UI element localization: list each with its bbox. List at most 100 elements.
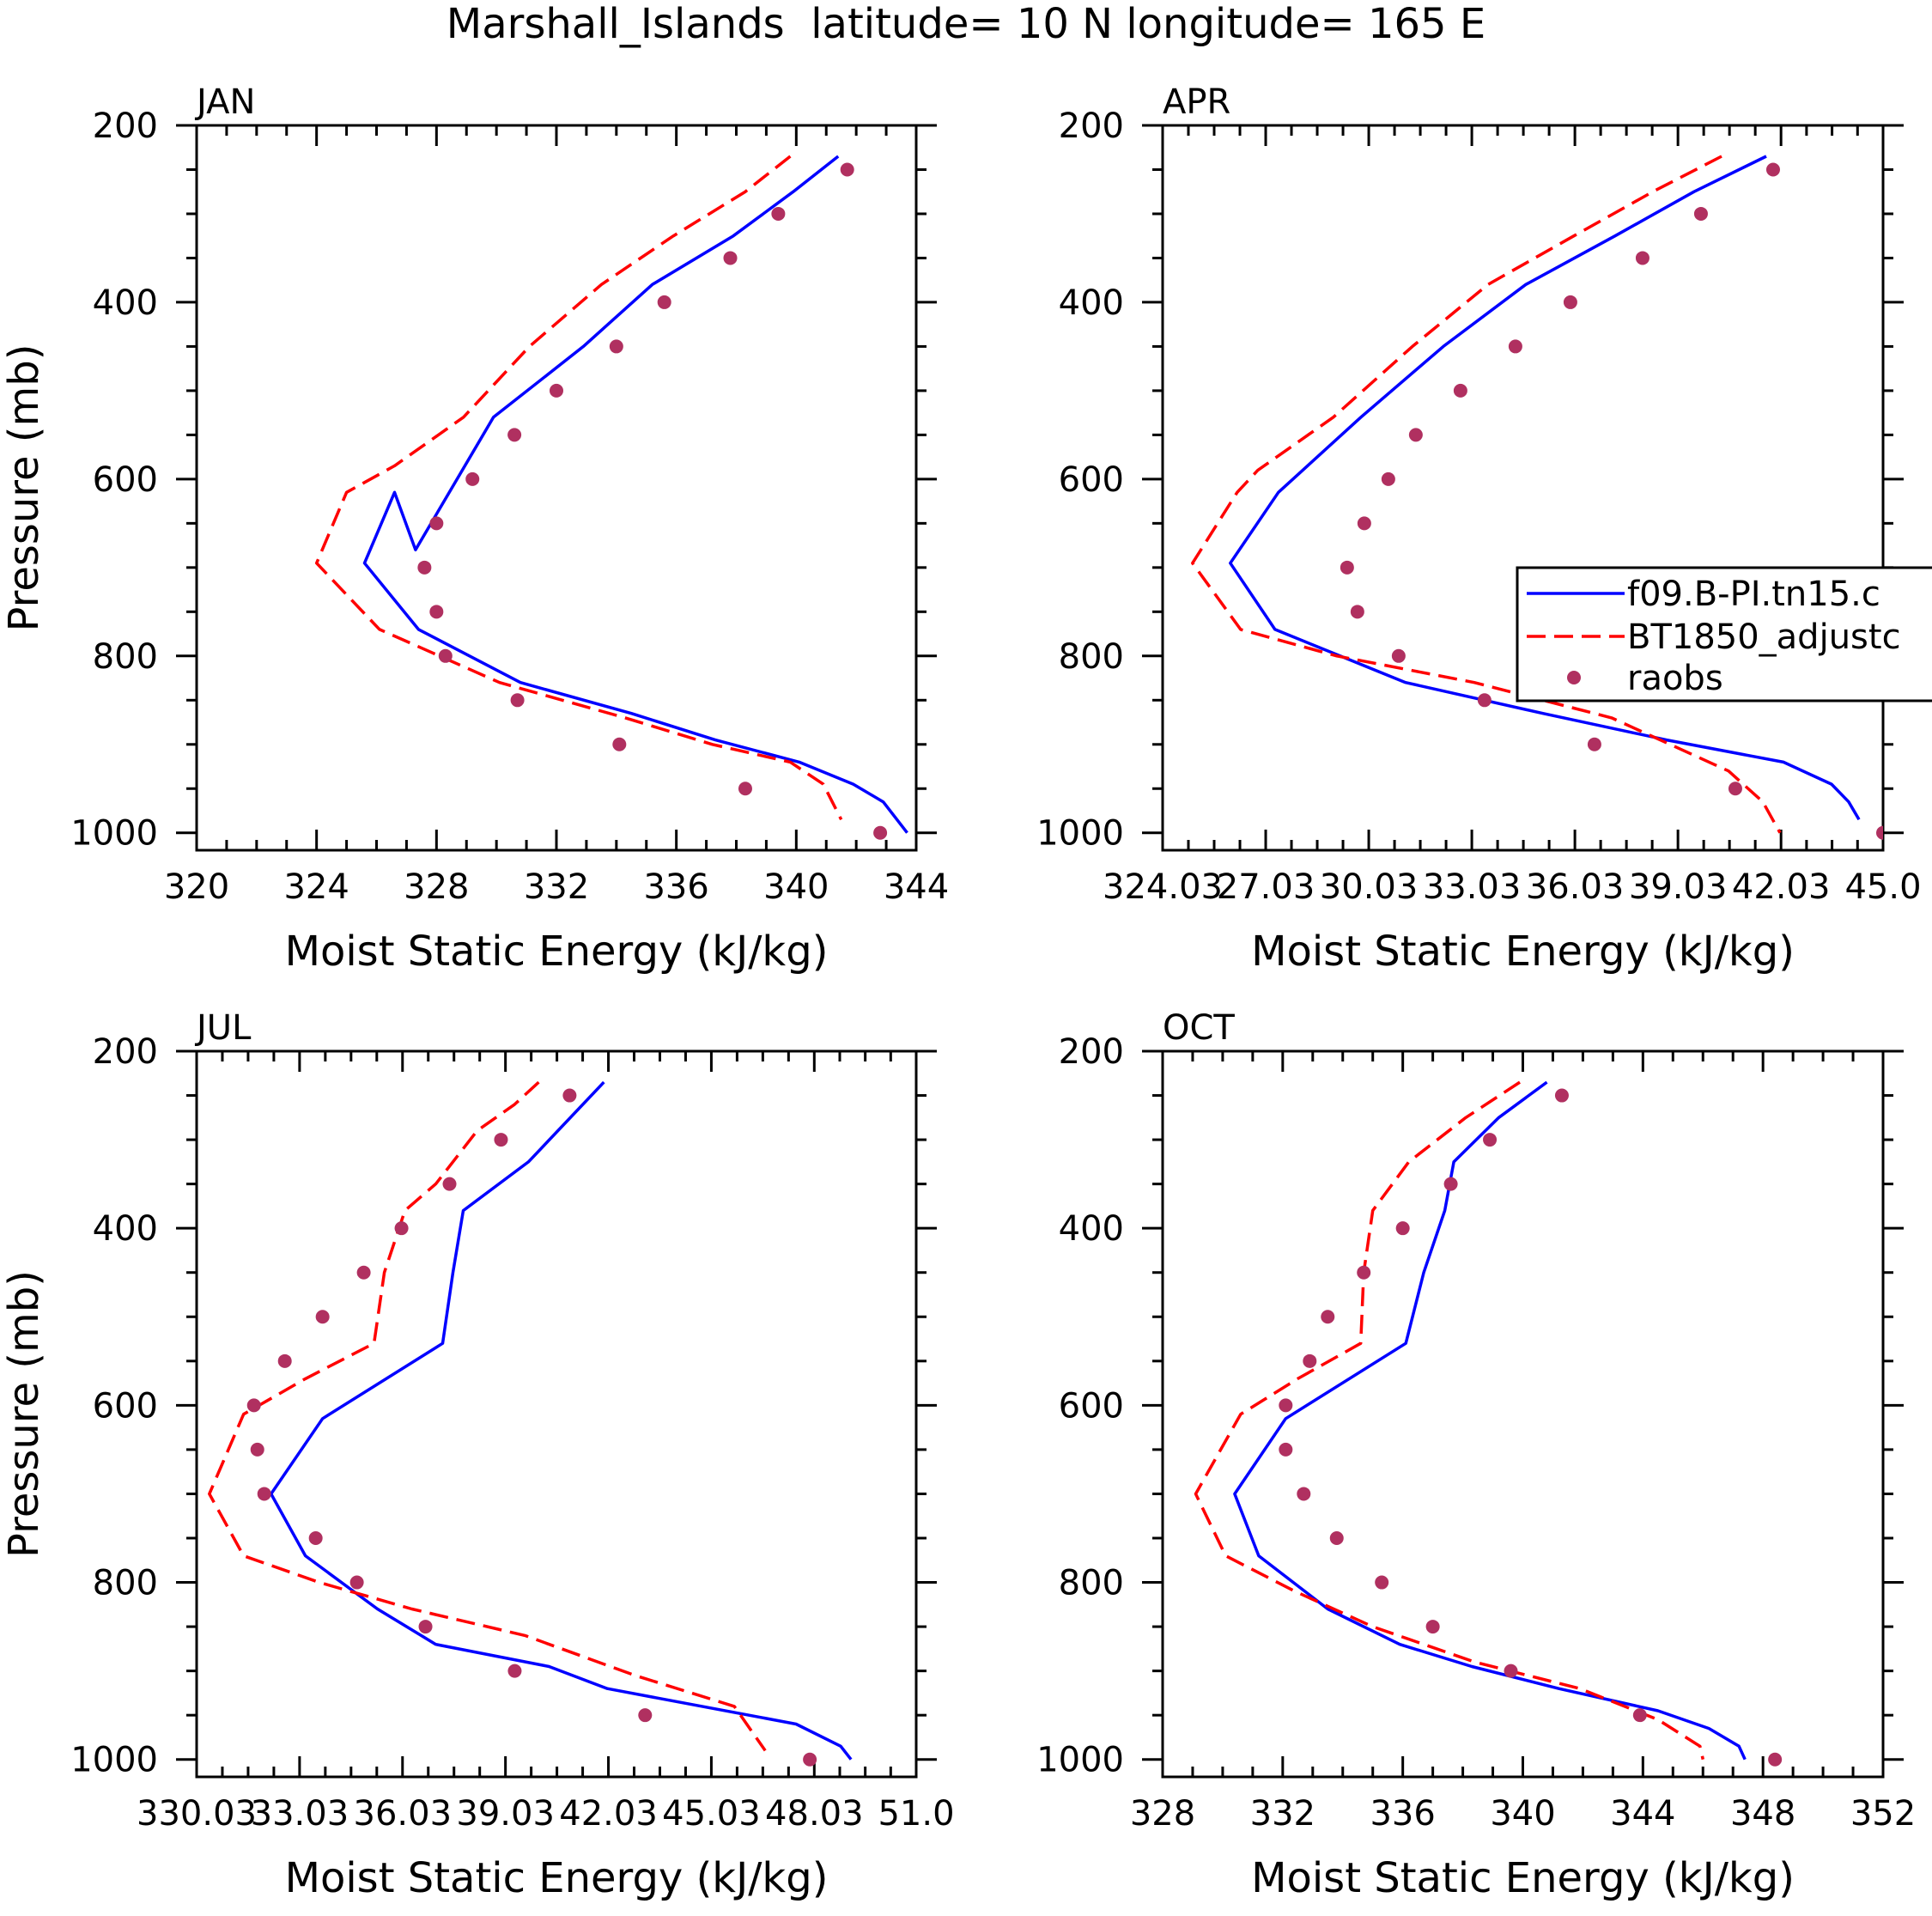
raobs-point: [277, 1353, 292, 1368]
adjusted-series-line: [1194, 1080, 1705, 1761]
raobs-point: [1350, 605, 1364, 619]
figure-title: Marshall_Islands latitude= 10 N longitud…: [447, 0, 1485, 48]
series-group: [314, 155, 908, 840]
raobs-point: [438, 648, 453, 663]
x-tick-label: 51.0: [878, 1794, 954, 1834]
raobs-point: [507, 428, 522, 442]
y-tick-label: 400: [1059, 283, 1124, 323]
raobs-point: [465, 471, 480, 486]
panel-label: APR: [1163, 82, 1230, 122]
raobs-point: [510, 693, 525, 708]
raobs-point: [1408, 428, 1423, 442]
raobs-point: [429, 516, 444, 531]
x-tick-label: 27.03: [1217, 867, 1315, 907]
y-tick-label: 400: [93, 1209, 158, 1249]
y-tick-label: 600: [1059, 1386, 1124, 1426]
y-tick-label: 400: [1059, 1209, 1124, 1249]
raobs-point: [1765, 162, 1780, 177]
raobs-point: [1357, 1265, 1371, 1280]
x-tick-label: 336: [1370, 1794, 1435, 1834]
raobs-point: [1728, 782, 1742, 796]
raobs-point: [507, 1664, 522, 1678]
raobs-point: [1587, 737, 1601, 751]
x-tick-label: 36.03: [1526, 867, 1625, 907]
adjusted-series-line: [314, 155, 843, 821]
raobs-point: [1768, 1752, 1783, 1767]
series-group: [1191, 155, 1883, 840]
panel-label: JAN: [194, 82, 255, 122]
raobs-point: [418, 1620, 433, 1634]
x-tick-label: 30.03: [1320, 867, 1419, 907]
y-tick-label: 200: [93, 106, 158, 146]
x-tick-label: 39.03: [456, 1794, 555, 1834]
plot-frame: [1161, 124, 1885, 852]
raobs-point: [1340, 560, 1354, 575]
y-tick-label: 800: [1059, 1564, 1124, 1603]
raobs-point: [1632, 1708, 1647, 1723]
raobs-point: [550, 383, 563, 398]
x-axis-label: Moist Static Energy (kJ/kg): [1251, 928, 1795, 976]
series-group: [1194, 1080, 1783, 1767]
x-tick-label: 344: [884, 867, 949, 907]
y-tick-label: 200: [93, 1032, 158, 1072]
model-series-line: [269, 1080, 853, 1761]
raobs-point: [315, 1310, 330, 1324]
x-tick-label: 340: [1490, 1794, 1555, 1834]
y-tick-label: 1000: [70, 814, 158, 854]
x-tick-label: 45.03: [662, 1794, 761, 1834]
y-tick-label: 1000: [1036, 1741, 1124, 1780]
legend-raobs-swatch: [1567, 671, 1581, 684]
x-tick-label: 324.03: [1103, 867, 1223, 907]
raobs-point: [1381, 471, 1395, 486]
raobs-point: [1303, 1353, 1317, 1368]
raobs-point: [1508, 339, 1522, 354]
series-group: [208, 1080, 853, 1767]
raobs-point: [308, 1530, 323, 1545]
raobs-point: [1693, 206, 1708, 221]
y-tick-label: 800: [93, 637, 158, 677]
raobs-point: [638, 1708, 653, 1723]
raobs-point: [609, 339, 623, 354]
x-tick-label: 324: [283, 867, 349, 907]
raobs-point: [1375, 1575, 1389, 1590]
raobs-point: [349, 1575, 364, 1590]
panel-oct: OCT 328 332 336 340 344 348 352 1000 800 600 400 200…: [1036, 1008, 1916, 1902]
y-tick-label: 1000: [1036, 814, 1124, 854]
raobs-point: [1321, 1310, 1335, 1324]
x-tick-label: 344: [1610, 1794, 1675, 1834]
x-tick-label: 332: [1250, 1794, 1315, 1834]
x-tick-label: 42.03: [559, 1794, 658, 1834]
raobs-point: [1504, 1664, 1518, 1678]
raobs-point: [1391, 648, 1406, 663]
x-tick-label: 48.03: [765, 1794, 864, 1834]
raobs-point: [494, 1133, 508, 1147]
x-axis-label: Moist Static Energy (kJ/kg): [1251, 1854, 1795, 1902]
raobs-point: [1876, 825, 1883, 840]
y-tick-label: 400: [93, 283, 158, 323]
panels: JAN 320 324 328 332 336 340 344 1000 800 600 400 200…: [0, 82, 1932, 1902]
x-tick-label: 348: [1730, 1794, 1795, 1834]
x-tick-label: 352: [1850, 1794, 1916, 1834]
raobs-point: [417, 560, 432, 575]
x-tick-label: 39.03: [1629, 867, 1728, 907]
model-series-line: [1229, 155, 1861, 821]
raobs-point: [873, 825, 888, 840]
x-tick-label: 328: [404, 867, 469, 907]
raobs-point: [1279, 1442, 1293, 1457]
raobs-point: [738, 782, 752, 796]
raobs-point: [771, 206, 786, 221]
raobs-point: [1563, 295, 1577, 309]
x-tick-label: 336: [643, 867, 708, 907]
raobs-point: [246, 1398, 261, 1413]
panel-jan: JAN 320 324 328 332 336 340 344 1000 800 600 400 200…: [0, 82, 949, 976]
x-tick-label: 340: [763, 867, 829, 907]
legend-entry-label: raobs: [1627, 659, 1723, 698]
adjusted-series-line: [1191, 155, 1782, 834]
raobs-point: [1554, 1088, 1569, 1103]
x-axis-label: Moist Static Energy (kJ/kg): [285, 1854, 829, 1902]
raobs-point: [1483, 1133, 1498, 1147]
raobs-point: [1395, 1221, 1410, 1236]
raobs-point: [1425, 1620, 1440, 1634]
